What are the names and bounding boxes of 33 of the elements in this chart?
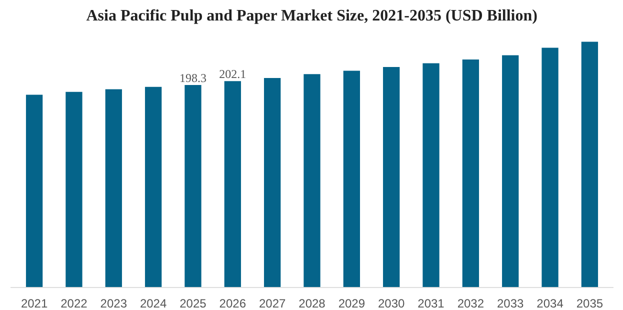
x-tick-label: 2030 (378, 296, 406, 310)
bar (224, 81, 241, 288)
x-tick-label: 2027 (258, 296, 286, 310)
bar (66, 92, 82, 288)
bar (422, 63, 440, 288)
bar (304, 74, 320, 288)
x-tick-label: 2024 (140, 296, 167, 310)
bar (105, 89, 122, 288)
data-label: 202.1 (219, 67, 246, 82)
x-tick-label: 2023 (100, 296, 128, 310)
x-tick-label: 2021 (20, 296, 48, 310)
x-tick-label: 2028 (298, 296, 326, 310)
chart-title: Asia Pacific Pulp and Paper Market Size, 2021-2035 (USD Billion) (86, 8, 538, 24)
bar (581, 42, 598, 288)
x-tick-label: 2035 (576, 296, 604, 310)
bar (26, 94, 43, 288)
bar (383, 67, 400, 288)
x-tick-label: 2034 (536, 296, 564, 310)
x-tick-label: 2026 (219, 296, 246, 310)
x-tick-label: 2022 (60, 296, 88, 310)
x-tick-label: 2031 (418, 296, 445, 310)
bar (502, 55, 519, 288)
bar (462, 59, 480, 288)
x-tick-label: 2025 (180, 296, 207, 310)
bar (184, 84, 202, 288)
bar (343, 70, 360, 288)
bar (542, 48, 558, 288)
x-tick-label: 2029 (338, 296, 366, 310)
data-label: 198.3 (179, 70, 206, 85)
x-tick-label: 2032 (457, 296, 484, 310)
bar (144, 86, 162, 288)
x-tick-label: 2033 (497, 296, 524, 310)
bar (264, 78, 281, 288)
